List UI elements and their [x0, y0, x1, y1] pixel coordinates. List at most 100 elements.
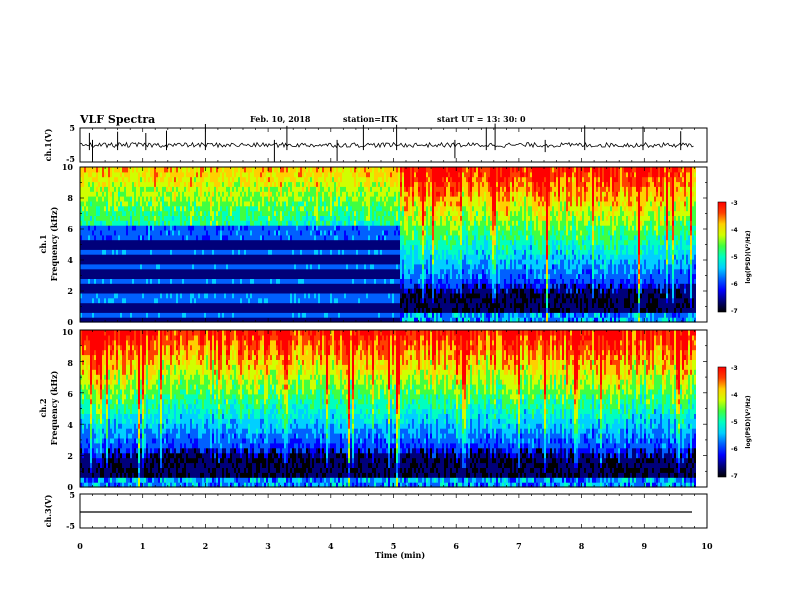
- spectrogram-cell: [194, 317, 196, 323]
- spectrogram-cell: [142, 176, 144, 183]
- spectrogram-cell: [388, 196, 390, 202]
- spectrogram-cell: [106, 278, 108, 284]
- spectrogram-cell: [86, 283, 88, 289]
- spectrogram-cell: [118, 167, 120, 173]
- spectrogram-cell: [376, 307, 378, 313]
- spectrogram-cell: [246, 167, 248, 173]
- spectrogram-cell: [372, 263, 374, 270]
- spectrogram-cell: [142, 302, 144, 308]
- spectrogram-cell: [80, 263, 82, 270]
- spectrogram-cell: [232, 167, 234, 173]
- spectrogram-cell: [120, 268, 122, 275]
- spectrogram-cell: [96, 171, 98, 178]
- spectrogram-cell: [248, 283, 250, 289]
- spectrogram-cell: [368, 181, 370, 187]
- spectrogram-cell: [250, 263, 252, 270]
- spectrogram-cell: [386, 288, 388, 294]
- spectrogram-cell: [256, 220, 258, 226]
- spectrogram-cell: [176, 225, 178, 231]
- spectrogram-cell: [128, 312, 130, 318]
- spectrogram-cell: [170, 292, 172, 299]
- spectrogram-cell: [198, 239, 200, 246]
- spectrogram-cell: [284, 210, 286, 216]
- spectrogram-cell: [324, 186, 326, 192]
- spectrogram-cell: [390, 317, 392, 323]
- spectrogram-cell: [136, 167, 138, 173]
- spectrogram-cell: [244, 230, 246, 236]
- spectrogram-cell: [228, 254, 230, 260]
- spectrogram-cell: [206, 176, 208, 183]
- spectrogram-cell: [272, 230, 274, 236]
- spectrogram-cell: [166, 259, 168, 265]
- spectrogram-cell: [160, 196, 162, 202]
- spectrogram-cell: [174, 181, 176, 187]
- spectrogram-cell: [246, 171, 248, 178]
- spectrogram-cell: [290, 283, 292, 289]
- spectrogram-cell: [108, 181, 110, 187]
- spectrogram-cell: [260, 302, 262, 308]
- spectrogram-cell: [372, 205, 374, 212]
- spectrogram-cell: [386, 234, 388, 241]
- spectrogram-cell: [370, 297, 372, 304]
- spectrogram-cell: [154, 268, 156, 275]
- spectrogram-cell: [178, 273, 180, 279]
- spectrogram-cell: [94, 176, 96, 183]
- spectrogram-cell: [284, 283, 286, 289]
- spectrogram-cell: [352, 205, 354, 212]
- spectrogram-cell: [208, 249, 210, 255]
- spectrogram-cell: [274, 176, 276, 183]
- spectrogram-cell: [104, 239, 106, 246]
- spectrogram-cell: [372, 259, 374, 265]
- spectrogram-cell: [354, 220, 356, 226]
- spectrogram-cell: [376, 234, 378, 241]
- spectrogram-cell: [258, 278, 260, 284]
- spectrogram-cell: [250, 230, 252, 236]
- spectrogram-cell: [282, 205, 284, 212]
- spectrogram-cell: [280, 215, 282, 221]
- spectrogram-cell: [268, 254, 270, 260]
- spectrogram-cell: [266, 191, 268, 197]
- spectrogram-cell: [180, 292, 182, 299]
- spectrogram-cell: [220, 210, 222, 216]
- spectrogram-cell: [298, 171, 300, 178]
- spectrogram-cell: [138, 186, 140, 192]
- spectrogram-cell: [244, 288, 246, 294]
- spectrogram-cell: [332, 317, 334, 323]
- spectrogram-cell: [100, 181, 102, 187]
- spectrogram-cell: [214, 297, 216, 304]
- spectrogram-cell: [200, 283, 202, 289]
- spectrogram-cell: [346, 263, 348, 270]
- spectrogram-cell: [212, 196, 214, 202]
- spectrogram-cell: [160, 249, 162, 255]
- spectrogram-cell: [300, 292, 302, 299]
- spectrogram-cell: [318, 273, 320, 279]
- spectrogram-cell: [220, 176, 222, 183]
- spectrogram-cell: [322, 210, 324, 216]
- spectrogram-cell: [248, 249, 250, 255]
- spectrogram-cell: [352, 230, 354, 236]
- spectrogram-cell: [380, 186, 382, 192]
- spectrogram-cell: [84, 307, 86, 313]
- spectrogram-cell: [218, 225, 220, 231]
- spectrogram-cell: [198, 297, 200, 304]
- spectrogram-cell: [314, 317, 316, 323]
- spectrogram-cell: [314, 225, 316, 231]
- spectrogram-cell: [352, 317, 354, 323]
- spectrogram-cell: [246, 230, 248, 236]
- spectrogram-cell: [90, 186, 92, 192]
- spectrogram-cell: [346, 176, 348, 183]
- spectrogram-cell: [186, 210, 188, 216]
- spectrogram-cell: [354, 292, 356, 299]
- spectrogram-cell: [238, 176, 240, 183]
- spectrogram-cell: [208, 230, 210, 236]
- spectrogram-cell: [340, 273, 342, 279]
- spectrogram-cell: [326, 288, 328, 294]
- spectrogram-cell: [330, 230, 332, 236]
- spectrogram-cell: [260, 171, 262, 178]
- spectrogram-cell: [108, 186, 110, 192]
- spectrogram-cell: [244, 215, 246, 221]
- spectrogram-cell: [94, 307, 96, 313]
- spectrogram-cell: [332, 205, 334, 212]
- spectrogram-cell: [284, 171, 286, 178]
- spectrogram-cell: [256, 186, 258, 192]
